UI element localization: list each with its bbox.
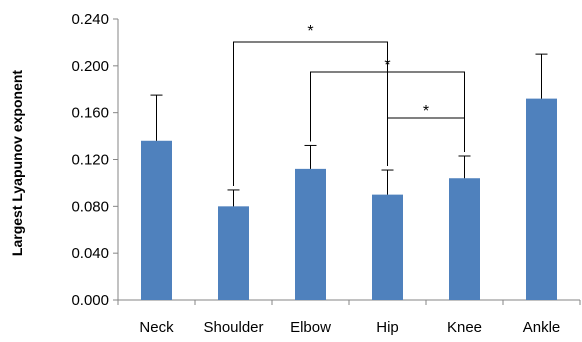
bar-elbow bbox=[295, 168, 326, 300]
x-tick-label-elbow: Elbow bbox=[290, 319, 331, 336]
significance-star-1: * bbox=[384, 57, 390, 74]
significance-bracket-elbow-knee bbox=[310, 71, 465, 152]
y-tick-label-5: 0.200 bbox=[71, 58, 109, 75]
bar-hip bbox=[372, 194, 403, 300]
significance-star-0: * bbox=[307, 23, 313, 40]
bar-shoulder bbox=[218, 206, 249, 300]
significance-star-2: * bbox=[423, 103, 429, 120]
x-tick-label-hip: Hip bbox=[376, 319, 399, 336]
y-axis-label: Largest Lyapunov exponent bbox=[9, 70, 25, 257]
x-tick-label-knee: Knee bbox=[447, 319, 482, 336]
x-tick-label-shoulder: Shoulder bbox=[203, 319, 263, 336]
x-tick-label-neck: Neck bbox=[139, 319, 174, 336]
y-tick-label-2: 0.080 bbox=[71, 198, 109, 215]
significance-bracket-shoulder-hip bbox=[233, 41, 388, 186]
bar-knee bbox=[449, 178, 480, 300]
x-tick-label-ankle: Ankle bbox=[523, 319, 561, 336]
bar-ankle bbox=[526, 98, 557, 300]
y-tick-label-4: 0.160 bbox=[71, 105, 109, 122]
y-tick-label-0: 0.000 bbox=[71, 292, 109, 309]
y-tick-label-1: 0.040 bbox=[71, 245, 109, 262]
plot-area: 0.000 0.040 0.080 0.120 0.160 0.200 0.240 Neck S… bbox=[71, 11, 581, 336]
y-tick-label-3: 0.120 bbox=[71, 152, 109, 169]
bar-neck bbox=[141, 140, 172, 300]
significance-bracket-hip-knee bbox=[387, 117, 465, 167]
y-tick-label-6: 0.240 bbox=[71, 11, 109, 28]
